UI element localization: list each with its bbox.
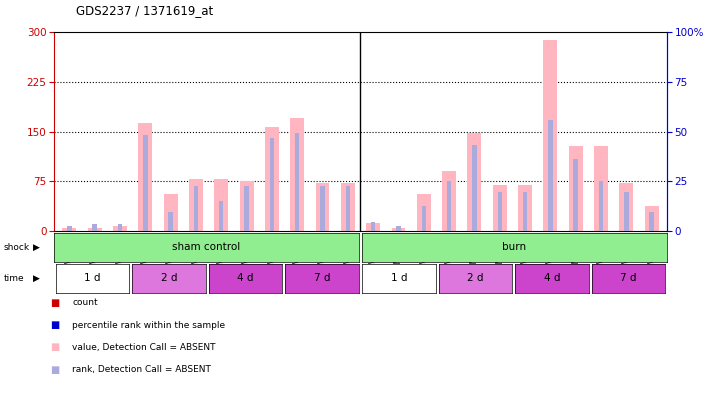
Text: value, Detection Call = ABSENT: value, Detection Call = ABSENT [72, 343, 216, 352]
Bar [316, 183, 329, 231]
Text: 1 d: 1 d [84, 273, 101, 283]
Bar [467, 133, 482, 231]
Bar [194, 186, 198, 231]
Bar [619, 183, 633, 231]
Text: ■: ■ [50, 343, 60, 352]
Bar [472, 145, 477, 231]
Bar [138, 123, 152, 231]
Text: rank, Detection Call = ABSENT: rank, Detection Call = ABSENT [72, 365, 211, 374]
Bar [265, 127, 279, 231]
Bar [113, 226, 127, 231]
Text: burn: burn [503, 243, 526, 252]
Bar [295, 133, 299, 231]
Bar [143, 135, 148, 231]
Bar [219, 201, 224, 231]
Bar [422, 206, 426, 231]
Bar [544, 40, 557, 231]
Bar [518, 185, 532, 231]
Bar [624, 192, 629, 231]
Text: shock: shock [4, 243, 30, 252]
Bar [594, 146, 608, 231]
Bar [345, 186, 350, 231]
Bar [118, 224, 122, 231]
Bar [493, 185, 507, 231]
Text: 2 d: 2 d [161, 273, 177, 283]
Text: time: time [4, 274, 25, 283]
Bar [67, 226, 71, 231]
Bar [366, 223, 380, 231]
Text: percentile rank within the sample: percentile rank within the sample [72, 321, 225, 330]
Bar [92, 224, 97, 231]
Bar [573, 160, 578, 231]
Bar [320, 186, 324, 231]
Bar [168, 212, 173, 231]
Bar [244, 186, 249, 231]
Bar [392, 228, 405, 231]
Bar [650, 212, 654, 231]
Bar [417, 194, 430, 231]
Bar [214, 179, 228, 231]
Bar [497, 192, 502, 231]
Text: ▶: ▶ [33, 274, 40, 283]
Bar [599, 181, 603, 231]
Bar [164, 194, 177, 231]
Text: ■: ■ [50, 298, 60, 308]
Bar [397, 226, 401, 231]
Text: 2 d: 2 d [467, 273, 484, 283]
Text: GDS2237 / 1371619_at: GDS2237 / 1371619_at [76, 4, 213, 17]
Bar [371, 222, 376, 231]
Text: ■: ■ [50, 320, 60, 330]
Bar [88, 228, 102, 231]
Text: count: count [72, 298, 98, 307]
Text: ▶: ▶ [33, 243, 40, 252]
Bar [442, 171, 456, 231]
Bar [291, 118, 304, 231]
Text: 4 d: 4 d [544, 273, 560, 283]
Text: 4 d: 4 d [237, 273, 254, 283]
Bar [62, 228, 76, 231]
Text: sham control: sham control [172, 243, 241, 252]
Bar [447, 181, 451, 231]
Bar [645, 206, 659, 231]
Bar [239, 181, 254, 231]
Bar [548, 120, 553, 231]
Bar [189, 179, 203, 231]
Bar [270, 138, 274, 231]
Text: 7 d: 7 d [314, 273, 330, 283]
Text: 7 d: 7 d [620, 273, 637, 283]
Bar [523, 192, 527, 231]
Text: ■: ■ [50, 365, 60, 375]
Text: 1 d: 1 d [391, 273, 407, 283]
Bar [341, 183, 355, 231]
Bar [569, 146, 583, 231]
